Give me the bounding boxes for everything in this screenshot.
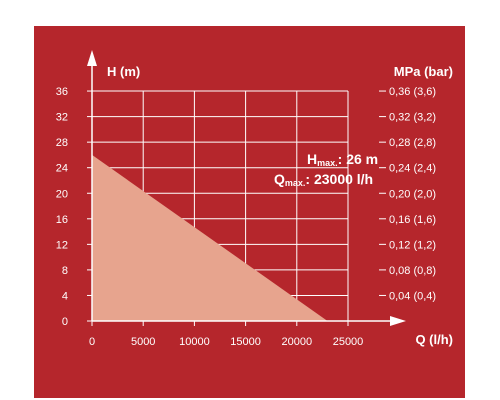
- y-tick-label: 32: [56, 112, 68, 124]
- chart-panel: 0 4 0,04 (0,4) 8 0,08 (0,8) 12 0,12 (1,2) 16 0,1…: [34, 26, 465, 398]
- right-tick-label: 0,16 (1,6): [389, 214, 436, 226]
- right-axis-title: MPa (bar): [394, 64, 453, 79]
- y-tick-label: 16: [56, 214, 68, 226]
- performance-curve: [92, 154, 328, 321]
- x-axis-arrow: [390, 316, 406, 326]
- y-tick-label: 36: [56, 86, 68, 98]
- x-tick-label: 0: [89, 336, 95, 348]
- right-tick-label: 0,04 (0,4): [389, 290, 436, 302]
- right-tick-label: 0,36 (3,6): [389, 86, 436, 98]
- x-tick-label: 5000: [131, 336, 155, 348]
- performance-area: [92, 154, 328, 321]
- x-tick-label: 10000: [179, 336, 210, 348]
- x-axis-title: Q (l/h): [415, 332, 453, 347]
- y-tick-label: 20: [56, 188, 68, 200]
- y-tick-label: 8: [62, 265, 68, 277]
- axes: [87, 50, 406, 326]
- right-tick-label: 0,28 (2,8): [389, 137, 436, 149]
- y-axis-title: H (m): [107, 64, 140, 79]
- y-tick-label: 4: [62, 290, 68, 302]
- pump-performance-chart: 0 4 0,04 (0,4) 8 0,08 (0,8) 12 0,12 (1,2) 16 0,1…: [56, 50, 453, 348]
- x-tick-label: 20000: [282, 336, 313, 348]
- y-tick-label: 24: [56, 163, 68, 175]
- grid-lines: [92, 90, 349, 321]
- right-tick-label: 0,12 (1,2): [389, 239, 436, 251]
- right-tick-label: 0,20 (2,0): [389, 188, 436, 200]
- max-flow-annotation: Qmax.: 23000 l/h: [274, 171, 373, 188]
- y-tick-label: 12: [56, 239, 68, 251]
- right-tick-label: 0,24 (2,4): [389, 163, 436, 175]
- right-tick-label: 0,32 (3,2): [389, 112, 436, 124]
- y-axis-arrow: [87, 50, 97, 66]
- x-tick-label: 25000: [333, 336, 364, 348]
- max-head-annotation: Hmax.: 26 m: [307, 151, 378, 168]
- right-tick-label: 0,08 (0,8): [389, 265, 436, 277]
- tick-labels: 0 4 0,04 (0,4) 8 0,08 (0,8) 12 0,12 (1,2) 16 0,1…: [56, 86, 436, 348]
- y-tick-label: 0: [62, 316, 68, 328]
- y-tick-label: 28: [56, 137, 68, 149]
- x-tick-label: 15000: [230, 336, 261, 348]
